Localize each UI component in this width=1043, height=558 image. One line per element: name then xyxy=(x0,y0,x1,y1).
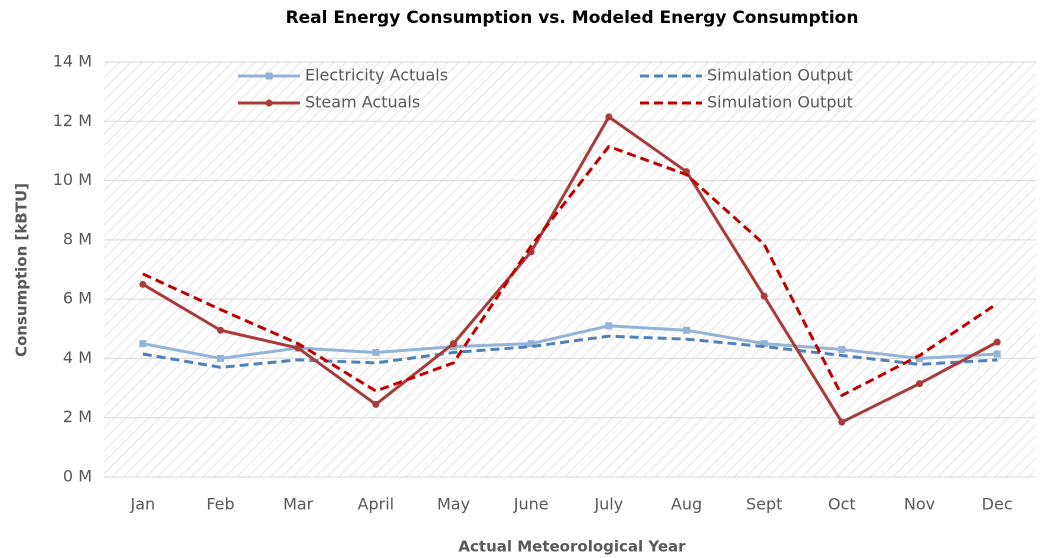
x-axis-title: Actual Meteorological Year xyxy=(458,538,686,556)
x-tick-label: Aug xyxy=(671,495,702,514)
series-line xyxy=(142,115,998,424)
legend-label: Simulation Output xyxy=(707,93,853,112)
y-axis-title: Consumption [kBTU] xyxy=(13,183,31,357)
x-tick-label: Mar xyxy=(283,495,314,514)
x-tick-label: May xyxy=(437,495,470,514)
point-marker xyxy=(527,340,535,348)
x-tick-label: Dec xyxy=(982,495,1013,514)
y-tick-label: 0 M xyxy=(63,467,92,486)
point-marker xyxy=(139,280,147,288)
x-tick-label: Oct xyxy=(828,495,856,514)
legend-label: Steam Actuals xyxy=(305,93,420,112)
y-tick-label: 10 M xyxy=(53,170,92,189)
point-marker xyxy=(683,326,690,334)
point-marker xyxy=(993,338,1001,346)
point-marker xyxy=(139,340,147,348)
point-marker xyxy=(838,418,846,426)
x-tick-label: Sept xyxy=(746,495,782,514)
legend-label: Electricity Actuals xyxy=(305,66,448,85)
legend-label: Simulation Output xyxy=(707,66,853,85)
x-tick-label: Nov xyxy=(904,495,935,514)
point-marker xyxy=(217,326,224,334)
point-marker xyxy=(760,292,768,300)
series-line xyxy=(142,324,998,360)
y-tick-label: 12 M xyxy=(53,111,92,130)
point-marker xyxy=(372,400,380,408)
x-tick-label: Feb xyxy=(206,495,234,514)
legend-marker xyxy=(265,72,273,80)
y-tick-label: 14 M xyxy=(53,52,92,71)
plot-background xyxy=(104,62,1036,477)
x-tick-label: April xyxy=(358,495,395,514)
point-marker xyxy=(372,349,380,356)
y-tick-label: 8 M xyxy=(63,229,92,248)
point-marker xyxy=(217,354,224,362)
point-marker xyxy=(450,340,457,348)
series-line xyxy=(142,144,999,397)
point-marker xyxy=(993,350,1001,358)
x-tick-label: Jan xyxy=(129,495,155,514)
x-tick-label: June xyxy=(513,495,549,514)
y-tick-label: 4 M xyxy=(63,348,92,367)
point-marker xyxy=(605,113,613,121)
point-marker xyxy=(838,346,846,354)
y-tick-label: 6 M xyxy=(63,289,92,308)
chart-title: Real Energy Consumption vs. Modeled Ener… xyxy=(286,8,859,28)
series-line xyxy=(142,334,998,369)
legend-marker xyxy=(265,99,273,107)
point-marker xyxy=(760,340,768,348)
x-tick-label: July xyxy=(593,495,623,514)
y-tick-label: 2 M xyxy=(63,407,92,426)
point-marker xyxy=(916,380,923,388)
point-marker xyxy=(916,354,923,362)
point-marker xyxy=(605,322,613,330)
